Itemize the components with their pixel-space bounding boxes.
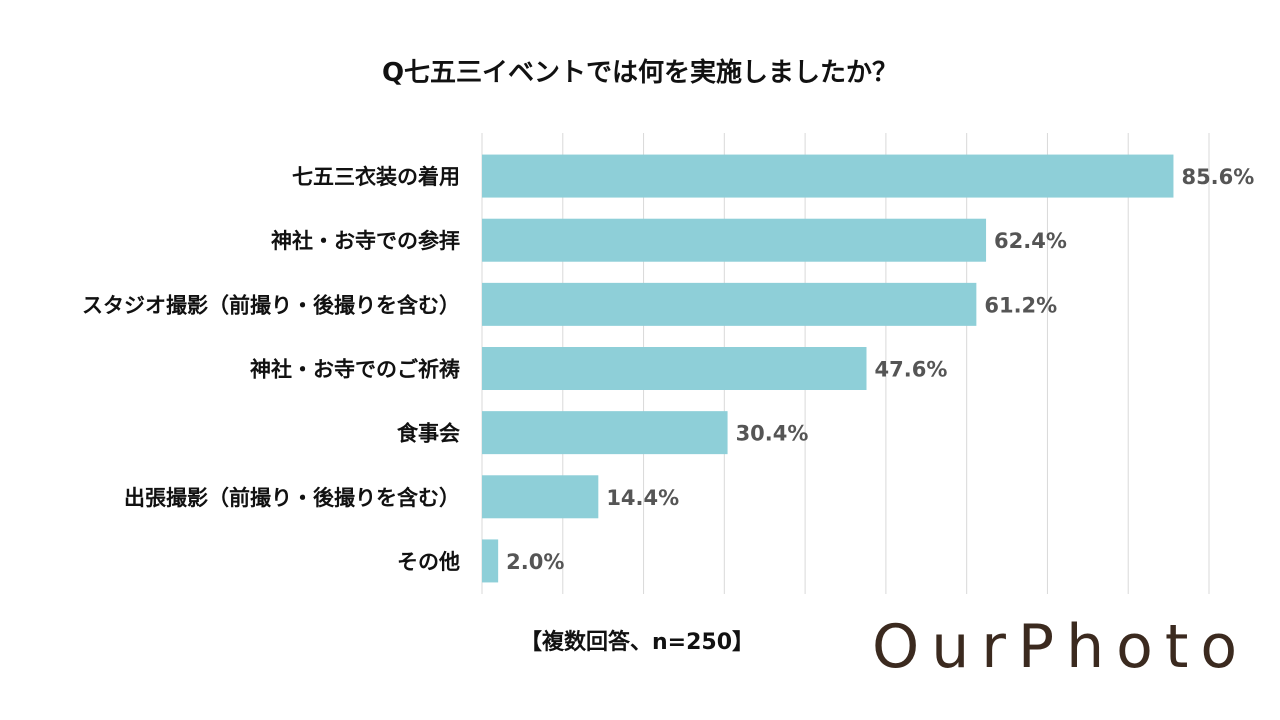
bar: [482, 347, 867, 390]
bar: [482, 154, 1174, 198]
category-label: 七五三衣装の着用: [292, 165, 460, 189]
value-label: 47.6%: [875, 358, 948, 382]
bar: [482, 411, 728, 455]
category-label: 神社・お寺でのご祈祷: [250, 358, 460, 382]
value-label: 30.4%: [736, 422, 809, 446]
bar: [482, 282, 977, 326]
category-label: 出張撮影（前撮り・後撮りを含む）: [124, 486, 460, 510]
value-label: 2.0%: [506, 550, 564, 574]
bar: [482, 539, 499, 583]
sample-note: 【複数回答、n=250】: [520, 630, 755, 655]
value-label: 61.2%: [984, 293, 1057, 317]
value-label: 14.4%: [606, 486, 679, 510]
category-label: スタジオ撮影（前撮り・後撮りを含む）: [82, 293, 460, 317]
value-label: 85.6%: [1181, 165, 1254, 189]
bar: [482, 218, 987, 262]
value-label: 62.4%: [994, 229, 1067, 253]
category-label: 食事会: [397, 422, 460, 446]
category-label: その他: [397, 550, 460, 574]
brand-logo: OurPhoto: [872, 612, 1250, 682]
category-label: 神社・お寺での参拝: [271, 229, 460, 253]
chart-title: Q七五三イベントでは何を実施しましたか？: [381, 58, 899, 88]
bar: [482, 475, 599, 519]
